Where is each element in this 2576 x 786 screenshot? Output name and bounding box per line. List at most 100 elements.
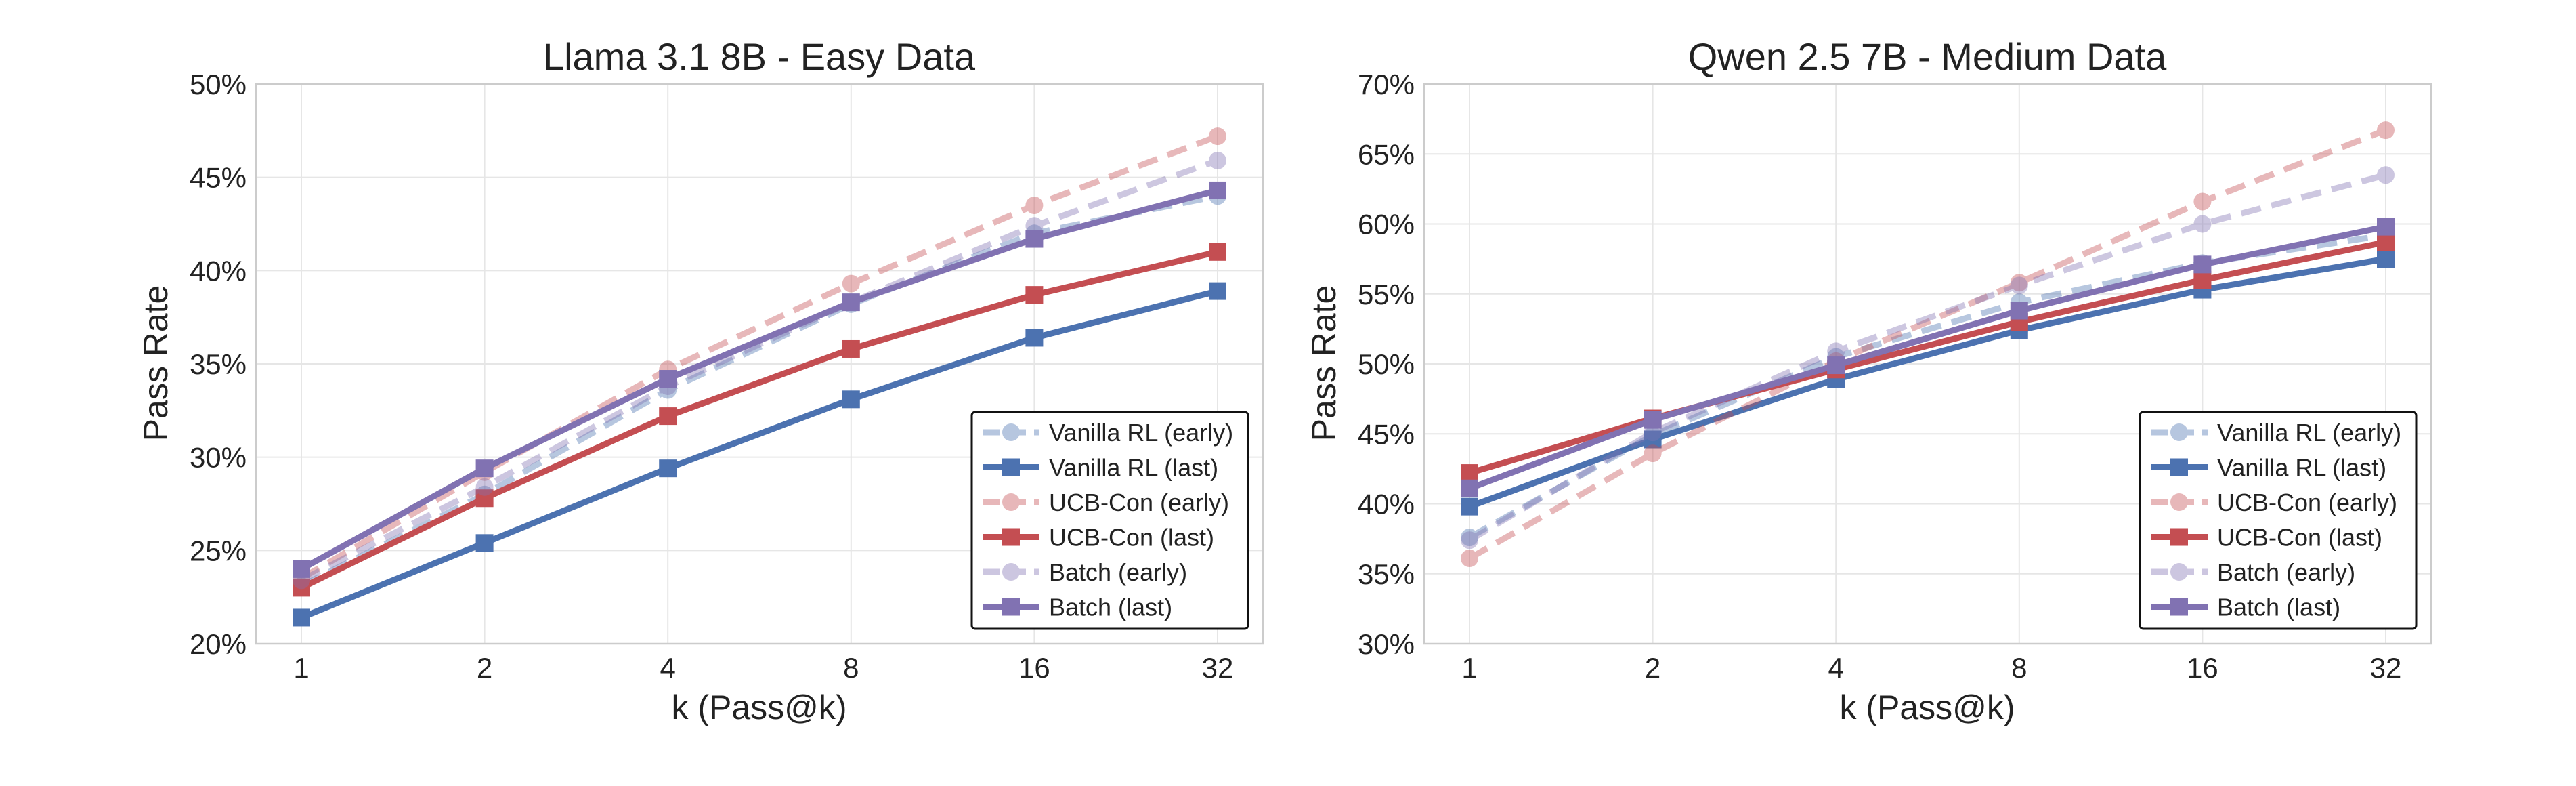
legend-item: UCB-Con (early) [983,489,1229,516]
data-point [2193,271,2212,289]
plot-frame [1423,83,2432,645]
x-tick-labels: 1 2 4 8 16 32 [1461,652,2401,684]
y-tick-labels: 30% 35% 40% 45% 50% 55% 60% 65% 70% [1358,68,1415,660]
data-point [1644,444,1662,463]
legend-swatch-marker [2170,528,2188,546]
x-tick-label: 4 [1828,652,1844,684]
data-point [659,407,677,426]
legend-label: UCB-Con (early) [1049,489,1229,516]
y-tick-label: 55% [1358,278,1415,310]
y-axis-label: Pass Rate [137,285,175,442]
series-line [1468,239,2386,476]
x-tick-label: 1 [293,652,309,684]
y-tick-label: 50% [190,68,246,100]
data-point [293,608,310,627]
data-point [1461,529,1478,547]
data-point [2377,218,2395,236]
data-point [1644,411,1662,429]
legend-label: UCB-Con (early) [2217,489,2397,516]
data-point [475,489,494,508]
legend-swatch [983,458,1039,476]
series-batch-last [293,181,1226,578]
legend-swatch-marker [1002,458,1020,476]
data-point [2010,274,2028,292]
data-point [1461,479,1478,497]
legend-swatch-marker [1002,598,1020,616]
data-point [475,459,494,478]
legend-item: Vanilla RL (last) [983,454,1218,482]
legend-swatch-marker [2170,563,2188,581]
x-tick-label: 2 [1645,652,1660,684]
legend-label: Vanilla RL (early) [1049,419,1233,447]
data-point [1209,243,1226,261]
x-tick-label: 32 [2370,652,2402,684]
legend: Vanilla RL (early) Vanilla RL (last) UCB-C… [970,411,1249,630]
legend-swatch-marker [1002,563,1020,581]
series-batch-early [293,151,1226,590]
data-point [1025,230,1044,248]
series-layer [1461,121,2395,568]
legend-label: Batch (last) [1049,594,1172,621]
x-tick-label: 32 [1202,652,1234,684]
y-tick-label: 40% [1358,489,1415,520]
data-point [659,370,677,388]
series-line [299,157,1219,583]
legend-swatch [2151,528,2208,546]
legend-swatch [2151,493,2208,511]
series-ucb-con-last [293,243,1226,597]
legend-swatch [2151,423,2208,441]
series-line [299,192,1218,589]
legend-label: Vanilla RL (last) [1049,454,1218,482]
series-line [299,187,1219,572]
chart-qwen: Qwen 2.5 7B - Medium Data k (Pass@k) Pas… [1305,35,2432,726]
x-axis-label: k (Pass@k) [671,688,846,726]
legend-swatch-marker [2170,458,2188,476]
legend-box [970,411,1249,630]
legend-label: UCB-Con (last) [1049,524,1214,552]
data-point [2193,255,2212,274]
x-tick-label: 16 [2187,652,2218,684]
y-tick-label: 30% [1358,628,1415,660]
x-tick-label: 8 [2011,652,2027,684]
data-point [2010,302,2028,320]
data-point [659,459,677,478]
y-tick-label: 45% [1358,418,1415,450]
legend-swatch-marker [1002,423,1020,441]
legend-swatch-marker [2170,423,2188,441]
data-point [842,274,860,293]
data-point [1025,329,1044,347]
x-axis-label: k (Pass@k) [1839,688,2015,726]
x-tick-label: 8 [843,652,859,684]
legend-swatch [2151,598,2208,616]
plot-frame [255,83,1264,645]
y-axis-label: Pass Rate [1305,285,1343,442]
y-tick-label: 60% [1358,209,1415,241]
grid-layer [1423,83,2432,645]
data-point [842,339,860,358]
series-batch-last [1461,218,2395,497]
legend-item: Batch (last) [983,594,1172,621]
legend-swatch [2151,458,2208,476]
legend-swatch [983,528,1039,546]
y-tick-label: 65% [1358,138,1415,170]
legend-label: UCB-Con (last) [2217,524,2382,552]
data-point [475,534,494,552]
legend-item: UCB-Con (last) [983,524,1214,552]
y-tick-label: 35% [1358,558,1415,590]
grid-layer [255,83,1264,645]
series-line [1468,255,2386,510]
legend-label: Vanilla RL (early) [2217,419,2401,447]
legend-item: Batch (last) [2151,594,2340,621]
y-tick-label: 35% [190,348,246,380]
legend-item: Batch (early) [983,558,1187,586]
data-point [2010,276,2028,295]
series-vanilla-rl-last [293,282,1226,627]
legend-item: Vanilla RL (early) [983,419,1233,447]
x-tick-label: 16 [1018,652,1050,684]
data-point [1827,356,1845,375]
legend-label: Batch (early) [2217,558,2355,586]
y-tick-label: 25% [190,535,246,566]
y-tick-label: 40% [190,255,246,287]
data-point [2377,250,2395,268]
